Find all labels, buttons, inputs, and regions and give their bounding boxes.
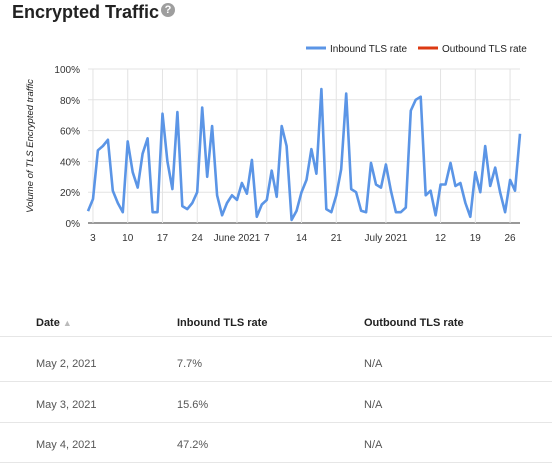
- y-tick-label: 80%: [60, 96, 80, 107]
- help-icon[interactable]: ?: [161, 2, 176, 17]
- x-tick-label: 19: [470, 233, 482, 244]
- page-title: Encrypted Traffic ?: [12, 2, 176, 23]
- x-tick-label: 10: [122, 233, 134, 244]
- legend-item-outbound-label: Outbound TLS rate: [442, 44, 527, 55]
- cell-outbound: N/A: [364, 399, 383, 411]
- x-tick-label: 7: [264, 233, 270, 244]
- cell-inbound: 15.6%: [177, 399, 209, 411]
- cell-outbound: N/A: [364, 358, 383, 370]
- page-title-text: Encrypted Traffic: [12, 2, 160, 22]
- encrypted-traffic-chart: 0% 20% 40% 60% 80% 100% 3 10 17 24 June 2021 7 14 21 J…: [25, 44, 527, 244]
- x-tick-label: July 2021: [365, 233, 408, 244]
- x-tick-label: 3: [90, 233, 96, 244]
- table-divider: [0, 422, 552, 423]
- y-axis-title: Volume of TLS Encrypted traffic: [25, 79, 36, 213]
- cell-inbound: 47.2%: [177, 439, 209, 451]
- sort-ascending-icon[interactable]: ▲: [62, 318, 72, 328]
- y-tick-label: 0%: [66, 219, 81, 230]
- x-tick-label: 24: [192, 233, 204, 244]
- x-tick-label: 12: [435, 233, 447, 244]
- column-header-date[interactable]: Date ▲: [36, 317, 72, 329]
- column-header-outbound[interactable]: Outbound TLS rate: [364, 317, 464, 329]
- cell-date: May 3, 2021: [36, 399, 97, 411]
- series-line-inbound: [86, 87, 522, 222]
- y-tick-label: 100%: [54, 65, 80, 76]
- y-tick-label: 60%: [60, 127, 80, 138]
- cell-date: May 4, 2021: [36, 439, 97, 451]
- cell-outbound: N/A: [364, 439, 383, 451]
- column-header-inbound[interactable]: Inbound TLS rate: [177, 317, 268, 329]
- table-divider: [0, 381, 552, 382]
- x-tick-label: 26: [505, 233, 517, 244]
- legend-item-inbound-label: Inbound TLS rate: [330, 44, 408, 55]
- x-tick-label: June 2021: [214, 233, 261, 244]
- y-tick-label: 40%: [60, 157, 80, 168]
- x-tick-label: 14: [296, 233, 308, 244]
- table-divider: [0, 336, 552, 337]
- table-divider: [0, 462, 552, 463]
- cell-date: May 2, 2021: [36, 358, 97, 370]
- x-tick-label: 21: [331, 233, 343, 244]
- x-tick-label: 17: [157, 233, 169, 244]
- y-tick-label: 20%: [60, 188, 80, 199]
- cell-inbound: 7.7%: [177, 358, 203, 370]
